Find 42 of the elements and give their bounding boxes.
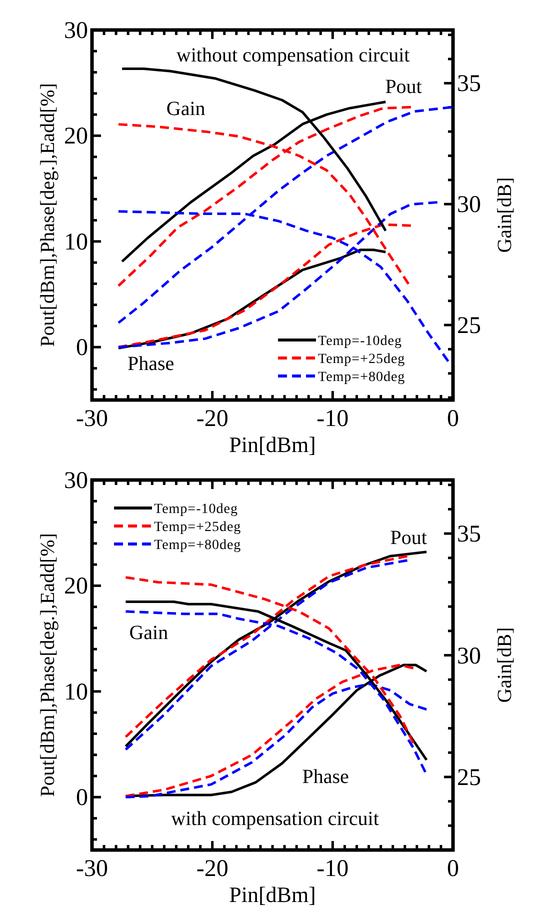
annotation: Phase: [302, 766, 350, 788]
legend-label: Temp=+25deg: [318, 352, 406, 367]
y2-tick-label: 30: [457, 192, 481, 218]
annotation: Pout: [385, 76, 422, 98]
annotation: with compensation circuit: [171, 808, 380, 830]
y2-tick-label: 35: [457, 522, 481, 548]
y-tick-label: 30: [64, 468, 88, 494]
y-tick-label: 10: [64, 229, 88, 256]
legend-label: Temp=+80deg: [318, 370, 406, 385]
y-tick-label: 0: [76, 785, 88, 812]
annotation: Gain: [166, 98, 206, 120]
x-tick-label: -20: [196, 856, 228, 882]
y-axis-title: Pout[dBm],Phase[deg.],Eadd[%]: [37, 83, 59, 347]
y-axis-title: Pout[dBm],Phase[deg.],Eadd[%]: [37, 533, 59, 797]
x-axis-title: Pin[dBm]: [229, 882, 316, 907]
x-axis-title: Pin[dBm]: [229, 432, 316, 457]
y2-tick-label: 25: [457, 313, 481, 340]
x-tick-label: 0: [447, 406, 459, 432]
legend-label: Temp=+25deg: [154, 520, 242, 535]
y-tick-label: 10: [64, 679, 88, 706]
y2-tick-label: 35: [457, 71, 481, 98]
y2-tick-label: 25: [457, 764, 481, 791]
annotation: without compensation circuit: [176, 44, 410, 66]
y-tick-label: 20: [64, 124, 88, 150]
y2-axis-title: Gain[dB]: [494, 177, 516, 253]
x-tick-label: 0: [447, 856, 459, 882]
x-tick-label: -30: [76, 406, 108, 432]
annotation: Pout: [390, 526, 428, 549]
annotation: Phase: [128, 353, 174, 375]
x-tick-label: -10: [316, 406, 349, 432]
annotation: Gain: [129, 622, 168, 644]
legend-label: Temp=-10deg: [154, 502, 238, 517]
x-tick-label: -30: [76, 856, 108, 882]
x-tick-label: -10: [316, 856, 349, 882]
y-tick-label: 20: [64, 574, 88, 600]
y2-axis-title: Gain[dB]: [494, 627, 516, 703]
y2-tick-label: 30: [457, 643, 481, 670]
x-tick-label: -20: [196, 406, 228, 432]
legend-label: Temp=+80deg: [154, 538, 242, 553]
legend-label: Temp=-10deg: [318, 334, 402, 349]
y-tick-label: 0: [76, 335, 88, 362]
y-tick-label: 30: [64, 18, 88, 44]
